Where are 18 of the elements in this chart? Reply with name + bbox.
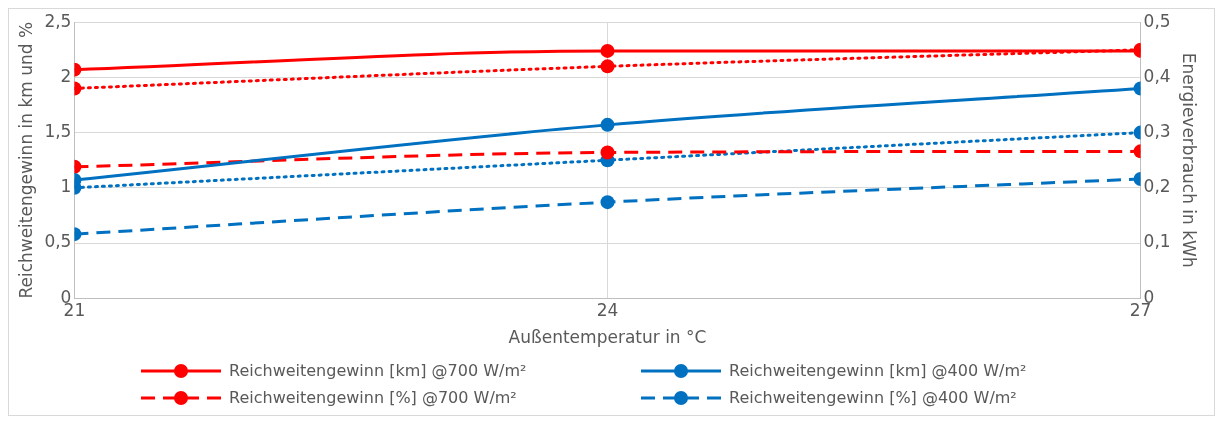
y-axis-title: Reichweitengewinn in km und % <box>15 21 36 299</box>
y2-tick-label: 0,1 <box>1143 231 1171 252</box>
y-tick-label: 0,5 <box>44 231 72 252</box>
y2-tick-label: 0,2 <box>1143 176 1171 197</box>
y2-tick-label: 0,3 <box>1143 121 1171 142</box>
y-tick-label: 2,5 <box>44 10 72 31</box>
y2-axis-title: Energieverbrauch in kWh <box>1179 52 1200 268</box>
legend-label: Reichweitengewinn [km] @400 W/m² <box>729 361 1027 380</box>
x-axis-title: Außentemperatur in °C <box>508 327 707 348</box>
y-tick-label: 1 <box>60 176 72 197</box>
y2-tick-label: 0,5 <box>1143 10 1171 31</box>
legend-label: Reichweitengewinn [km] @700 W/m² <box>229 361 527 380</box>
x-tick-label: 24 <box>596 299 619 320</box>
y2-tick-label: 0,4 <box>1143 65 1171 86</box>
y-tick-label: 2 <box>60 65 72 86</box>
legend-label: Reichweitengewinn [%] @400 W/m² <box>729 388 1017 407</box>
legend-label: Reichweitengewinn [%] @700 W/m² <box>229 388 517 407</box>
y-tick-label: 1,5 <box>44 121 72 142</box>
